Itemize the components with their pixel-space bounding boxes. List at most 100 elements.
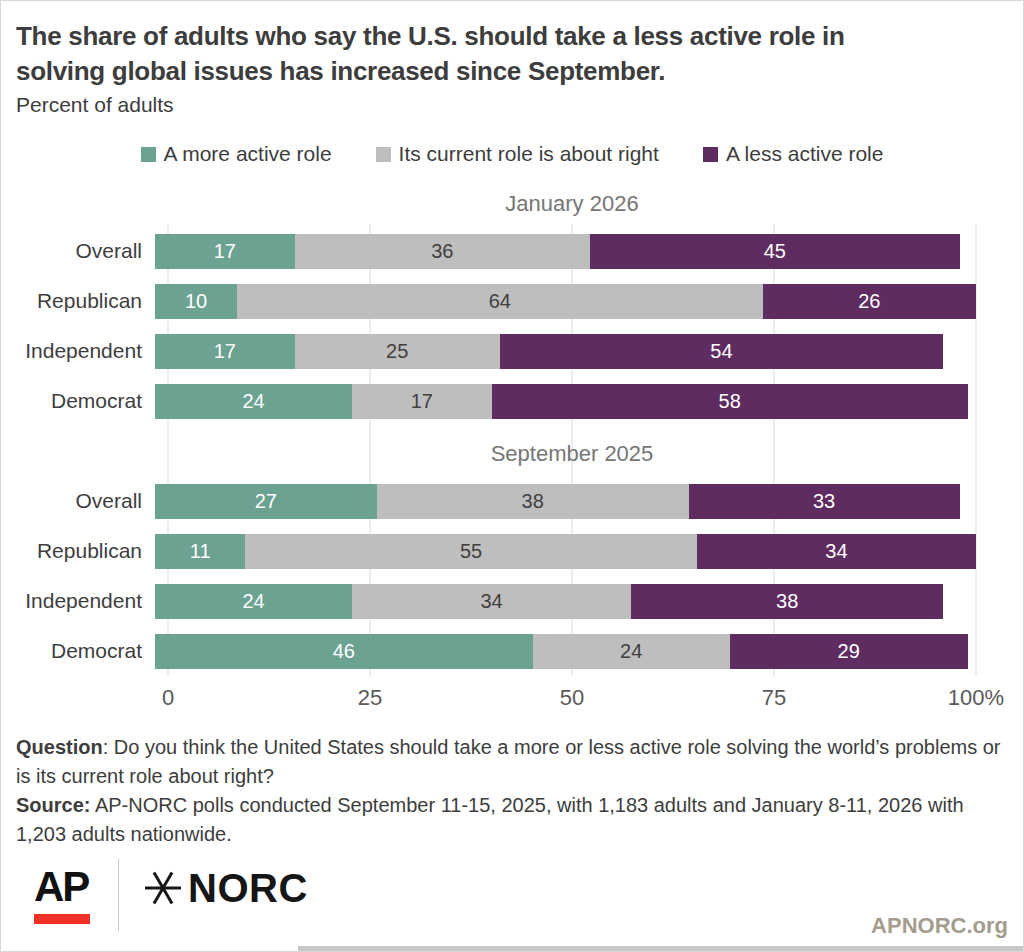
axis-tick-label: 25 [358,685,382,711]
axis-tick-label: 75 [762,685,786,711]
row-label: Democrat [1,389,155,413]
bottom-scrollbar-strip [298,946,1023,951]
bar-row: Overall 27 38 33 [1,476,1023,526]
row-label: Independent [1,339,155,363]
bar-segment: 38 [631,584,943,619]
chart-card: The share of adults who say the U.S. sho… [0,0,1024,952]
stacked-bar: 17 25 54 [155,334,976,369]
ap-logo-red-bar [34,914,90,924]
apnorc-org-link[interactable]: APNORC.org [871,913,1008,939]
bar-row: Democrat 24 17 58 [1,376,1023,426]
norc-star-icon [143,868,183,908]
axis-tick-label: 100% [948,685,1004,711]
legend-swatch [141,147,156,162]
bar-segment: 58 [492,384,968,419]
bar-row: Independent243438 [1,576,1023,626]
segment-value: 11 [190,540,211,563]
bar-segment: 24 [533,634,730,669]
x-axis: 0255075100% [168,676,976,718]
segment-value: 17 [411,390,433,413]
segment-value: 24 [620,640,642,663]
bar-segment: 24 [155,584,352,619]
bar-segment: 45 [590,234,959,269]
bar-segment: 46 [155,634,533,669]
legend: A more active role Its current role is ab… [1,142,1023,166]
bar-segment: 64 [237,284,762,319]
bar-segment: 36 [295,234,591,269]
legend-label: A less active role [726,142,884,166]
source-label: Source: [16,794,90,816]
bar-segment: 54 [500,334,943,369]
bar-row: Independent17 25 54 [1,326,1023,376]
segment-value: 33 [813,490,835,513]
bar-row: Overall 17 36 45 [1,226,1023,276]
group-title: January 2026 [168,181,976,226]
row-label: Republican [1,289,155,313]
bar-row: Democrat46 24 29 [1,626,1023,676]
segment-value: 64 [489,290,511,313]
stacked-bar: 24 17 58 [155,384,976,419]
segment-value: 54 [710,340,732,363]
segment-value: 38 [522,490,544,513]
ap-logo: AP [34,867,90,924]
segment-value: 27 [255,490,277,513]
stacked-bar: 17 36 45 [155,234,976,269]
page-title-line-2: solving global issues has increased sinc… [16,54,1007,89]
segment-value: 17 [214,240,236,263]
question-label: Question [16,736,103,758]
segment-value: 25 [386,340,408,363]
bar-row: Republican115534 [1,526,1023,576]
axis-tick-label: 0 [162,685,174,711]
page-subtitle: Percent of adults [1,89,1023,117]
row-label: Democrat [1,639,155,663]
logo-divider [118,859,119,931]
bar-segment: 11 [155,534,245,569]
bar-segment: 38 [377,484,689,519]
segment-value: 45 [764,240,786,263]
stacked-bar: 24 34 38 [155,584,976,619]
bar-segment: 33 [689,484,960,519]
bar-row: Republican 10 64 26 [1,276,1023,326]
question-text: : Do you think the United States should … [16,736,1001,787]
legend-item: A more active role [141,142,332,166]
group-title: September 2025 [168,431,976,476]
bar-segment: 26 [763,284,976,319]
ap-logo-text: AP [34,867,88,907]
bar-segment: 55 [245,534,697,569]
bar-segment: 25 [295,334,500,369]
segment-value: 10 [185,290,207,313]
segment-value: 26 [858,290,880,313]
row-label: Overall [1,239,155,263]
segment-value: 24 [242,590,264,613]
source-text: AP-NORC polls conducted September 11-15,… [16,794,964,845]
page-title: The share of adults who say the U.S. sho… [1,1,1023,89]
segment-value: 55 [460,540,482,563]
bar-segment: 17 [155,334,295,369]
stacked-bar: 10 64 26 [155,284,976,319]
segment-value: 34 [480,590,502,613]
stacked-bar-chart: January 2026 Overall 17 36 45 Republican 10 64 2… [1,181,1023,718]
axis-tick-label: 50 [560,685,584,711]
legend-item: Its current role is about right [376,142,659,166]
norc-logo: NORC [143,866,308,911]
footnotes: Question: Do you think the United States… [16,733,1001,849]
bar-segment: 34 [697,534,976,569]
source-note: Source: AP-NORC polls conducted Septembe… [16,791,1001,849]
bar-segment: 34 [352,584,631,619]
stacked-bar: 27 38 33 [155,484,976,519]
legend-swatch [703,147,718,162]
bar-segment: 17 [155,234,295,269]
row-label: Overall [1,489,155,513]
norc-logo-text: NORC [188,866,308,911]
legend-label: Its current role is about right [399,142,659,166]
bar-segment: 24 [155,384,352,419]
bar-segment: 29 [730,634,968,669]
segment-value: 24 [242,390,264,413]
legend-swatch [376,147,391,162]
segment-value: 36 [431,240,453,263]
bar-segment: 17 [352,384,492,419]
legend-item: A less active role [703,142,884,166]
legend-label: A more active role [164,142,332,166]
stacked-bar: 46 24 29 [155,634,976,669]
footer-logos: AP NORC [34,859,308,931]
